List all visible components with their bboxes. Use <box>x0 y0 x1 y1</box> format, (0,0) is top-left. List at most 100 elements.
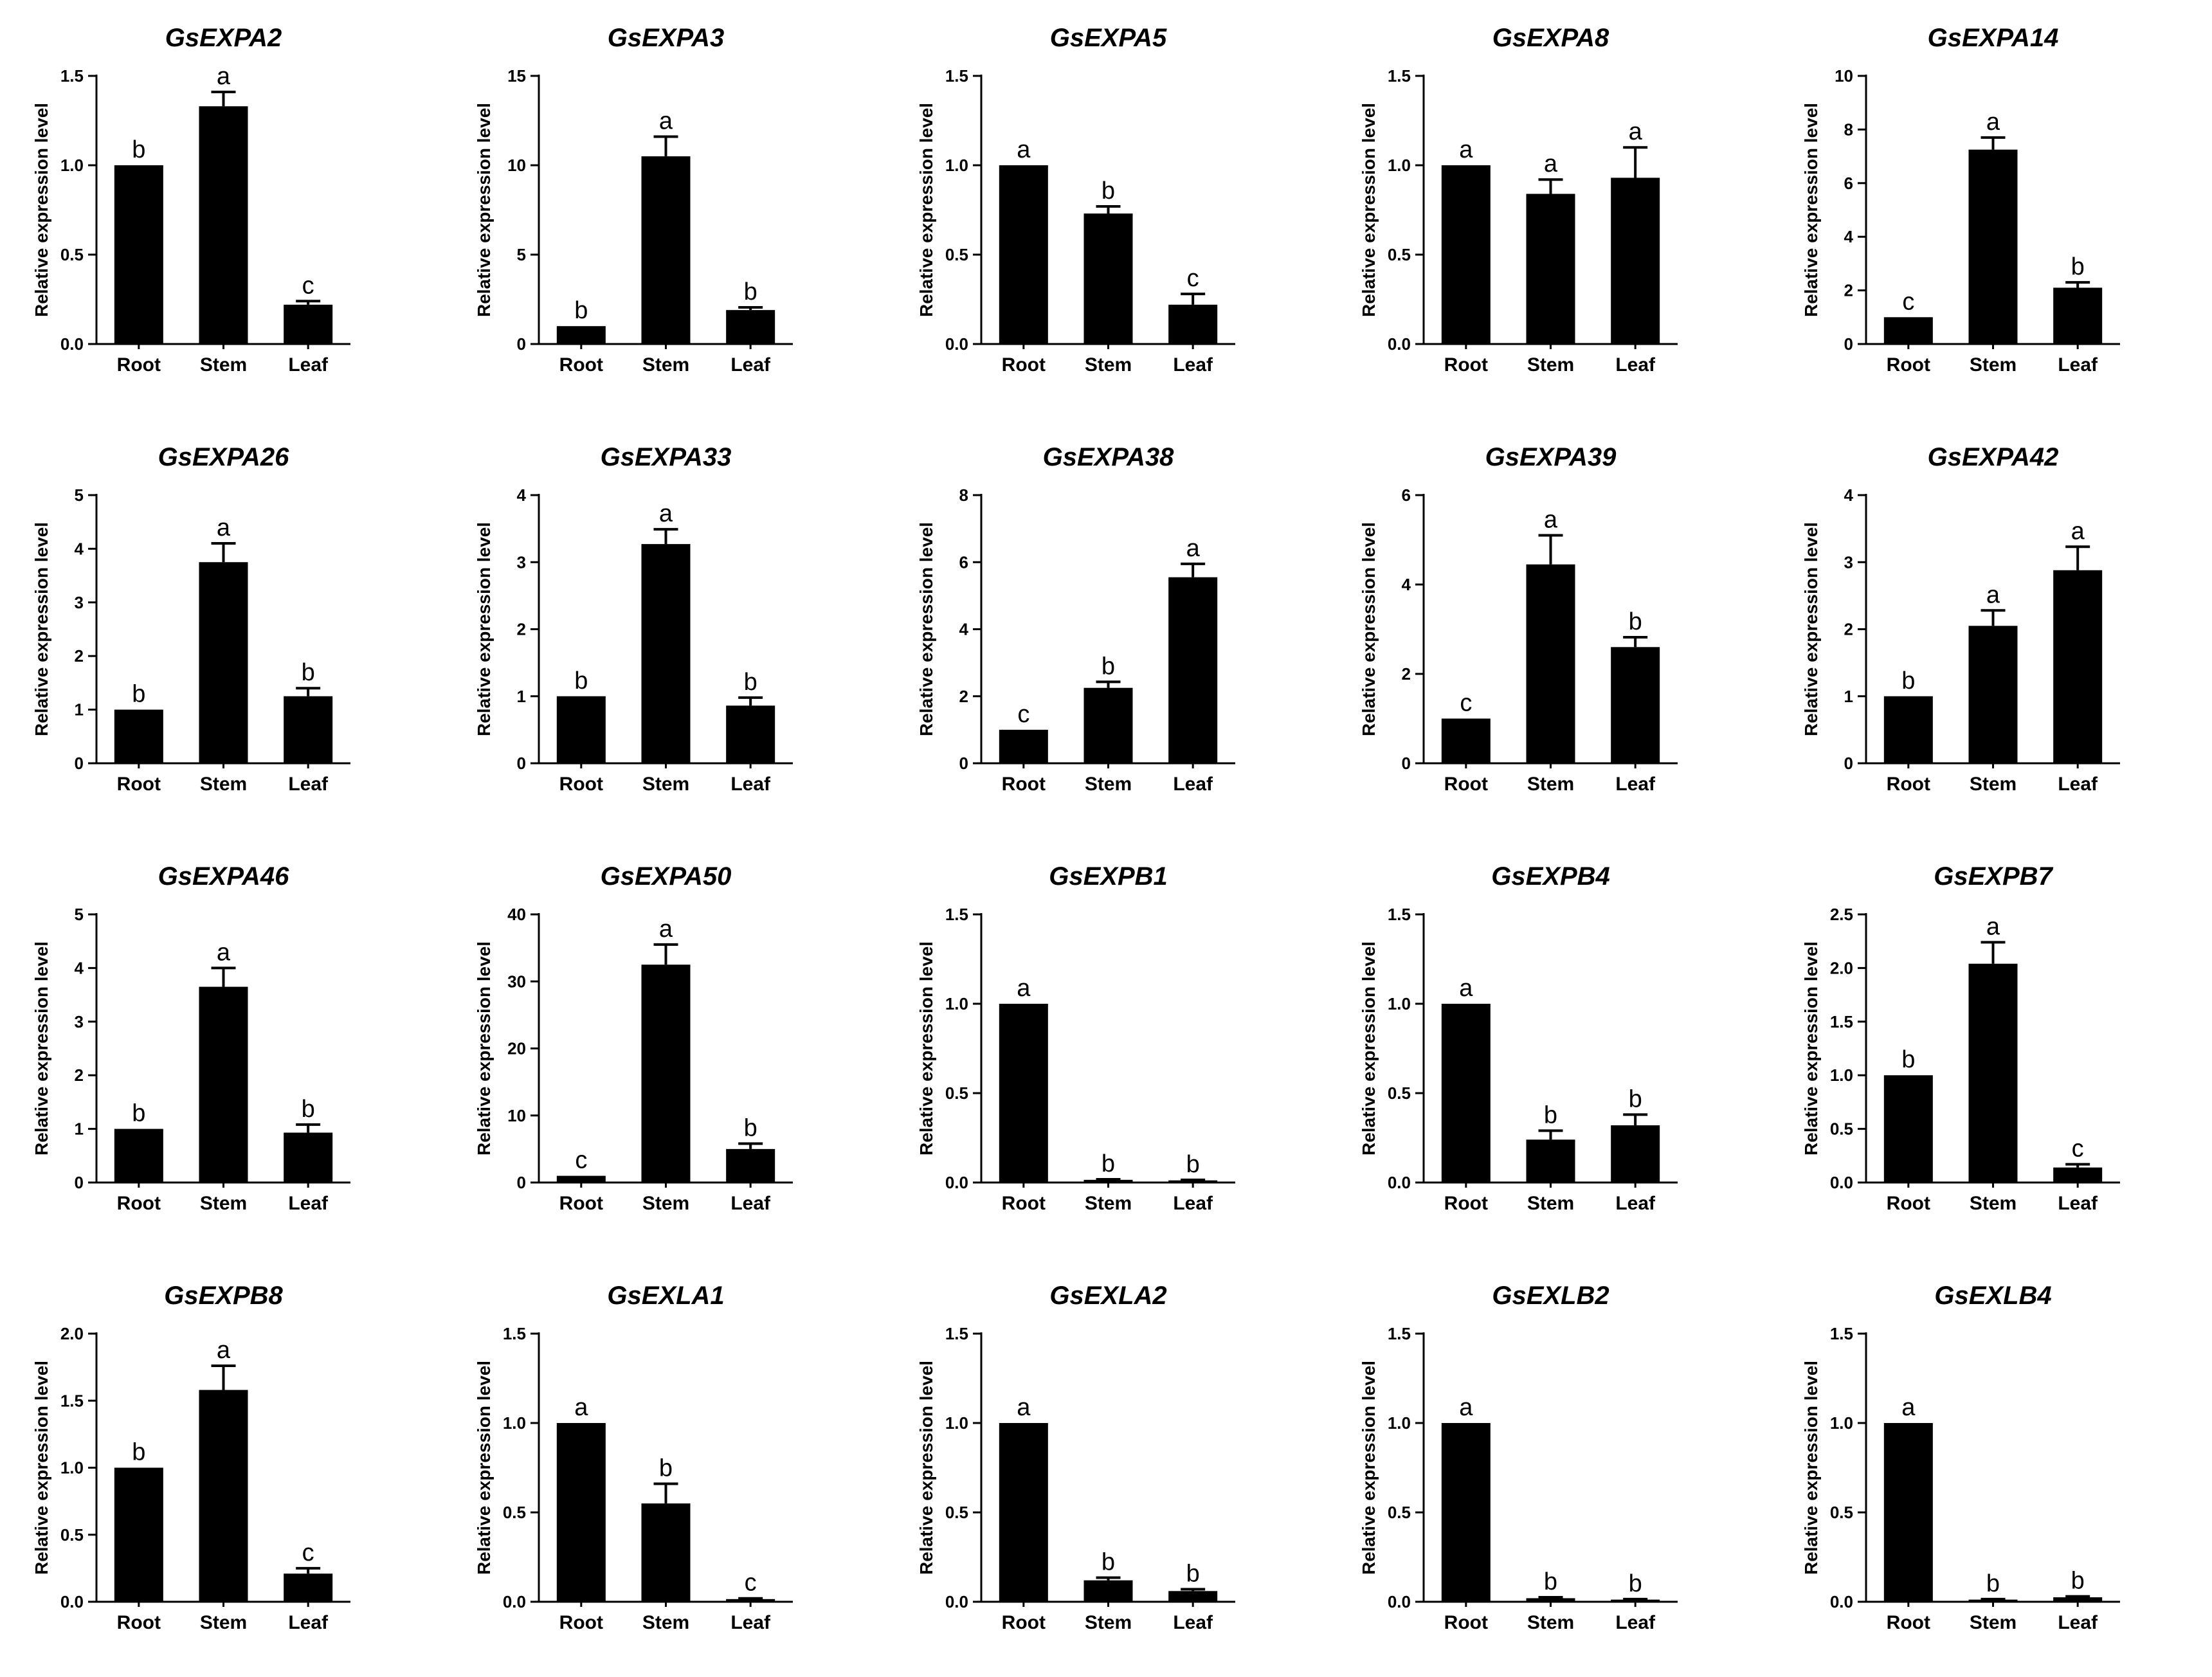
x-category-label: Root <box>117 1612 161 1633</box>
bar-root <box>999 165 1048 344</box>
y-tick-label: 0.0 <box>1388 334 1411 354</box>
y-tick-label: 6 <box>1844 174 1853 193</box>
bar-stem <box>1526 1598 1575 1602</box>
chart-title: GsEXPA38 <box>1043 443 1175 471</box>
significance-letter: a <box>659 500 673 527</box>
significance-letter: a <box>217 514 231 541</box>
y-axis-label: Relative expression level <box>1801 522 1821 736</box>
x-category-label: Stem <box>200 354 247 376</box>
significance-letter: b <box>1901 667 1915 694</box>
chart-panel: GsEXPA50 Relative expression level 0 10 20 30… <box>474 862 793 1214</box>
chart-title: GsEXPA46 <box>158 862 290 891</box>
significance-letter: a <box>217 939 231 966</box>
x-category-label: Leaf <box>288 774 329 795</box>
x-category-label: Root <box>1002 774 1046 795</box>
bar-leaf <box>1611 647 1660 763</box>
x-category-label: Root <box>1887 774 1930 795</box>
y-axis-label: Relative expression level <box>32 941 51 1156</box>
y-tick-label: 0 <box>517 1173 526 1192</box>
y-tick-label: 1 <box>517 687 526 706</box>
x-category-label: Root <box>559 1193 603 1214</box>
bar-root <box>556 1423 606 1602</box>
y-tick-label: 0.5 <box>60 245 84 264</box>
y-tick-label: 4 <box>75 958 84 977</box>
y-tick-label: 1.0 <box>503 1413 526 1433</box>
chart-panel: GsEXPA42 Relative expression level 0 1 2 3 4 b R… <box>1801 443 2120 795</box>
y-axis-label: Relative expression level <box>32 522 51 736</box>
significance-letter: a <box>1459 975 1473 1002</box>
y-tick-label: 0.5 <box>1830 1120 1853 1139</box>
chart-title: GsEXPA33 <box>601 443 732 471</box>
y-axis-label: Relative expression level <box>1359 1361 1379 1575</box>
y-tick-label: 1.5 <box>1388 1324 1411 1343</box>
y-tick-label: 1.5 <box>60 66 84 86</box>
bar-leaf <box>726 705 775 763</box>
x-category-label: Stem <box>200 1612 247 1633</box>
bar-root <box>1883 1075 1933 1183</box>
significance-letter: b <box>132 1100 145 1127</box>
y-tick-label: 15 <box>507 66 526 86</box>
bar-leaf <box>2053 1597 2103 1602</box>
significance-letter: a <box>659 108 673 135</box>
y-tick-label: 0 <box>1402 754 1411 773</box>
significance-letter: b <box>1186 1151 1200 1178</box>
bar-stem <box>1526 564 1575 763</box>
significance-letter: b <box>1544 1101 1557 1129</box>
x-category-label: Stem <box>1970 1612 2017 1633</box>
bar-stem <box>641 1503 691 1602</box>
y-tick-label: 4 <box>517 485 527 505</box>
chart-title: GsEXPA50 <box>601 862 732 891</box>
significance-letter: b <box>132 1439 145 1466</box>
x-category-label: Leaf <box>1615 1193 1656 1214</box>
y-axis-label: Relative expression level <box>474 103 494 317</box>
y-tick-label: 1.0 <box>945 156 968 175</box>
y-tick-label: 2.5 <box>1830 905 1853 924</box>
y-tick-label: 6 <box>959 552 968 572</box>
x-category-label: Leaf <box>288 354 329 376</box>
x-category-label: Leaf <box>1173 774 1213 795</box>
y-tick-label: 3 <box>1844 552 1853 572</box>
chart-panel: GsEXPB7 Relative expression level 0.0 0.5 1.… <box>1801 862 2120 1214</box>
x-category-label: Leaf <box>288 1193 329 1214</box>
y-tick-label: 1 <box>1844 687 1853 706</box>
x-category-label: Leaf <box>2058 354 2098 376</box>
bar-leaf <box>284 1573 333 1602</box>
bar-root <box>114 709 163 763</box>
y-tick-label: 0.0 <box>1388 1592 1411 1611</box>
significance-letter: b <box>302 659 315 686</box>
x-category-label: Root <box>1444 354 1488 376</box>
significance-letter: a <box>574 1394 588 1421</box>
y-tick-label: 4 <box>959 620 969 639</box>
bar-leaf <box>1168 1180 1218 1183</box>
bar-stem <box>641 156 691 344</box>
bar-root <box>556 1175 606 1183</box>
y-axis-label: Relative expression level <box>916 103 936 317</box>
bar-leaf <box>726 1599 775 1602</box>
x-category-label: Root <box>1002 1612 1046 1633</box>
chart-panel: GsEXPA46 Relative expression level 0 1 2 3 4 5 b… <box>32 862 350 1214</box>
y-tick-label: 1.5 <box>503 1324 526 1343</box>
y-tick-label: 0.0 <box>945 334 968 354</box>
y-tick-label: 3 <box>75 1012 84 1031</box>
y-tick-label: 10 <box>507 156 526 175</box>
x-category-label: Root <box>117 1193 161 1214</box>
chart-title: GsEXPA5 <box>1050 24 1167 52</box>
y-tick-label: 1.5 <box>1388 905 1411 924</box>
significance-letter: b <box>302 1096 315 1123</box>
bar-stem <box>641 965 691 1183</box>
x-category-label: Leaf <box>1173 354 1213 376</box>
significance-letter: a <box>1186 535 1201 562</box>
bar-stem <box>1968 1599 2018 1602</box>
y-tick-label: 1.0 <box>1830 1413 1853 1433</box>
significance-letter: b <box>1629 1085 1642 1112</box>
bar-leaf <box>1168 577 1218 763</box>
x-category-label: Root <box>1444 774 1488 795</box>
x-category-label: Root <box>117 774 161 795</box>
significance-letter: c <box>302 272 314 299</box>
y-tick-label: 5 <box>75 485 84 505</box>
bar-stem <box>1083 213 1133 344</box>
y-tick-label: 2.0 <box>60 1324 84 1343</box>
bar-root <box>1883 1423 1933 1602</box>
bar-leaf <box>284 304 333 344</box>
y-tick-label: 0.0 <box>1830 1592 1853 1611</box>
